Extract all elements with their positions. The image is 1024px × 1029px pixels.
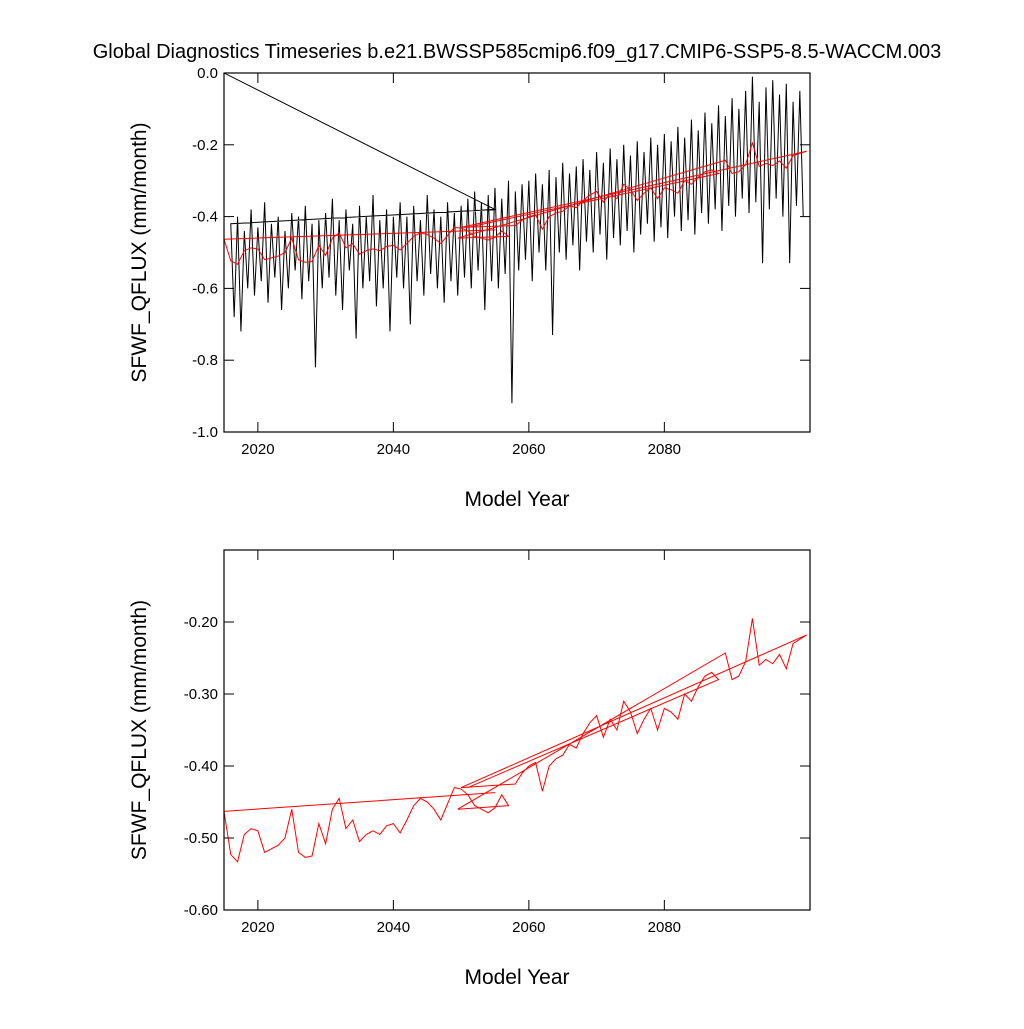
- y-axis-label: SFWF_QFLUX (mm/month): [128, 122, 151, 382]
- y-tick-label: -0.2: [192, 137, 218, 154]
- x-tick-label: 2020: [241, 441, 274, 458]
- x-tick-label: 2020: [241, 919, 274, 936]
- y-tick-label: -0.50: [184, 830, 218, 847]
- y-tick-label: -0.40: [184, 758, 218, 775]
- x-axis-label: Model Year: [464, 966, 569, 989]
- series-line: [224, 73, 804, 404]
- x-axis-label: Model Year: [464, 488, 569, 511]
- y-tick-label: -0.60: [184, 902, 218, 919]
- y-tick-label: -0.20: [184, 614, 218, 631]
- x-tick-label: 2060: [512, 919, 545, 936]
- plot-frame: [223, 549, 811, 911]
- x-tick-label: 2040: [377, 919, 410, 936]
- x-tick-label: 2040: [377, 441, 410, 458]
- series-line: [224, 618, 807, 863]
- y-tick-label: -1.0: [192, 424, 218, 441]
- y-tick-label: -0.8: [192, 352, 218, 369]
- y-tick-label: -0.6: [192, 280, 218, 297]
- x-tick-label: 2060: [512, 441, 545, 458]
- y-tick-label: 0.0: [197, 65, 218, 82]
- y-tick-label: -0.30: [184, 686, 218, 703]
- series-line: [224, 141, 807, 266]
- y-tick-label: -0.4: [192, 209, 218, 226]
- plot-frame: [223, 72, 811, 433]
- x-tick-label: 2080: [648, 919, 681, 936]
- y-axis-label: SFWF_QFLUX (mm/month): [128, 600, 151, 860]
- x-tick-label: 2080: [648, 441, 681, 458]
- chart-title: Global Diagnostics Timeseries b.e21.BWSS…: [93, 41, 942, 63]
